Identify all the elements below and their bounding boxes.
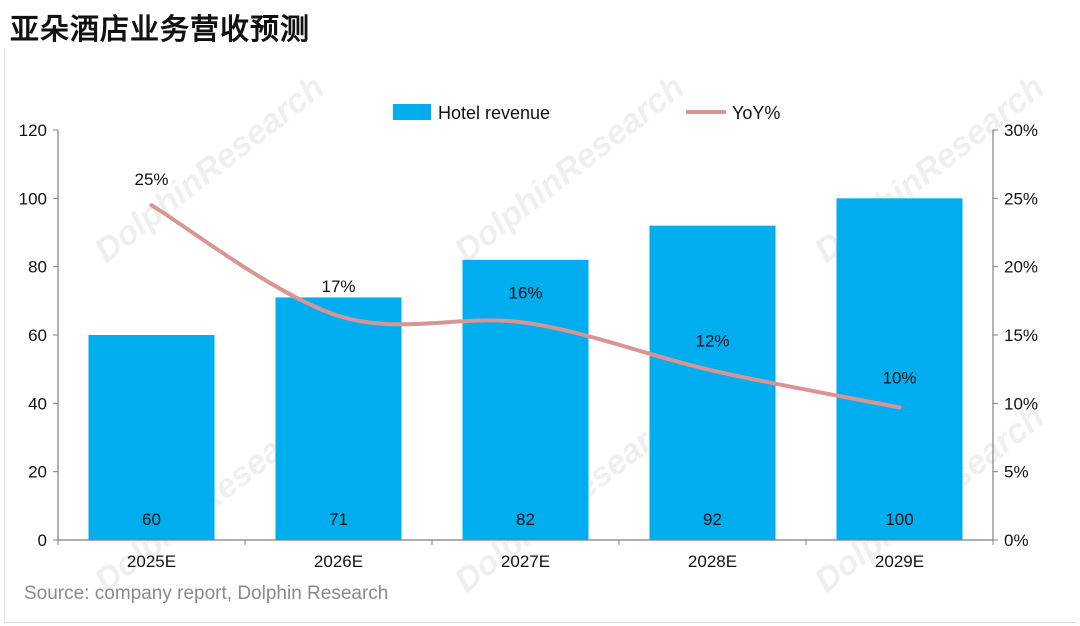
x-axis-tick-label: 2027E bbox=[501, 552, 550, 571]
yoy-line bbox=[149, 203, 902, 410]
bar-2028E bbox=[649, 225, 776, 540]
right-axis-tick-label: 20% bbox=[1004, 258, 1038, 277]
legend-label: Hotel revenue bbox=[438, 103, 550, 123]
bar-2029E bbox=[836, 198, 963, 541]
x-axis-tick-label: 2028E bbox=[688, 552, 737, 571]
bar-data-label: 71 bbox=[329, 510, 348, 529]
line-data-label: 17% bbox=[321, 277, 355, 296]
right-axis-tick-label: 25% bbox=[1004, 189, 1038, 208]
left-axis-tick-label: 80 bbox=[28, 258, 47, 277]
bar-data-label: 92 bbox=[703, 510, 722, 529]
line-data-label: 10% bbox=[882, 368, 916, 387]
right-axis-tick-label: 5% bbox=[1004, 463, 1029, 482]
left-axis-tick-label: 40 bbox=[28, 394, 47, 413]
chart-frame bbox=[4, 48, 1077, 623]
x-axis-tick-label: 2025E bbox=[127, 552, 176, 571]
bar-data-label: 82 bbox=[516, 510, 535, 529]
bar-data-label: 60 bbox=[142, 510, 161, 529]
left-axis-tick-label: 100 bbox=[19, 189, 47, 208]
line-data-label: 12% bbox=[695, 332, 729, 351]
left-axis-tick-label: 60 bbox=[28, 326, 47, 345]
bar-2027E bbox=[462, 259, 589, 540]
right-axis-tick-label: 10% bbox=[1004, 394, 1038, 413]
left-axis-tick-label: 20 bbox=[28, 463, 47, 482]
bar-data-label: 100 bbox=[885, 510, 913, 529]
line-data-label: 16% bbox=[508, 284, 542, 303]
legend-swatch-bar bbox=[393, 104, 431, 120]
source-note: Source: company report, Dolphin Research bbox=[24, 583, 389, 604]
left-axis-tick-label: 120 bbox=[19, 121, 47, 140]
right-axis-tick-label: 30% bbox=[1004, 121, 1038, 140]
right-axis-tick-label: 15% bbox=[1004, 326, 1038, 345]
right-axis-tick-label: 0% bbox=[1004, 531, 1029, 550]
x-axis-tick-label: 2029E bbox=[875, 552, 924, 571]
x-axis-tick-label: 2026E bbox=[314, 552, 363, 571]
chart-title: 亚朵酒店业务营收预测 bbox=[10, 12, 311, 46]
line-data-label: 25% bbox=[134, 170, 168, 189]
legend-label: YoY% bbox=[732, 103, 780, 123]
bar-2026E bbox=[275, 297, 402, 540]
left-axis-tick-label: 0 bbox=[38, 531, 47, 550]
bar-2025E bbox=[88, 335, 215, 540]
